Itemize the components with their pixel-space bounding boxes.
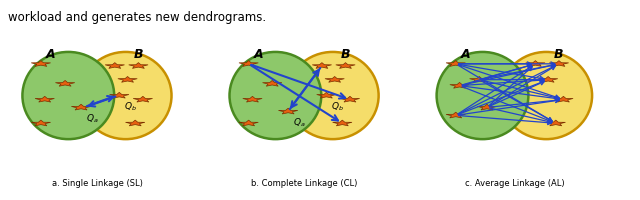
Ellipse shape: [287, 53, 379, 139]
Polygon shape: [262, 81, 282, 87]
Ellipse shape: [436, 53, 529, 139]
Ellipse shape: [22, 53, 114, 139]
Text: B: B: [340, 48, 350, 61]
Ellipse shape: [80, 53, 172, 139]
Polygon shape: [312, 63, 332, 69]
Text: B: B: [134, 48, 143, 61]
Polygon shape: [118, 77, 137, 83]
Polygon shape: [109, 93, 129, 99]
Text: $Q_a$: $Q_a$: [292, 116, 305, 128]
Text: b. Complete Linkage (CL): b. Complete Linkage (CL): [251, 178, 357, 187]
Polygon shape: [317, 93, 336, 99]
Text: workload and generates new dendrograms.: workload and generates new dendrograms.: [8, 11, 266, 24]
Polygon shape: [333, 121, 352, 126]
Text: A: A: [253, 48, 263, 61]
Polygon shape: [450, 83, 469, 89]
Polygon shape: [549, 61, 569, 67]
Text: B: B: [554, 48, 564, 61]
Polygon shape: [336, 63, 355, 69]
Polygon shape: [554, 97, 573, 103]
Ellipse shape: [230, 53, 321, 139]
Text: A: A: [460, 48, 470, 61]
Polygon shape: [278, 109, 298, 114]
Polygon shape: [133, 97, 152, 103]
Polygon shape: [446, 61, 465, 67]
Polygon shape: [525, 61, 545, 67]
Text: c. Average Linkage (AL): c. Average Linkage (AL): [465, 178, 564, 187]
Polygon shape: [470, 77, 489, 83]
Text: a. Single Linkage (SL): a. Single Linkage (SL): [52, 178, 143, 187]
Polygon shape: [340, 97, 360, 103]
Polygon shape: [239, 121, 259, 126]
Polygon shape: [129, 63, 148, 69]
Polygon shape: [477, 105, 497, 110]
Polygon shape: [56, 81, 75, 87]
Polygon shape: [35, 97, 54, 103]
Polygon shape: [31, 121, 51, 126]
Polygon shape: [125, 121, 145, 126]
Polygon shape: [446, 113, 465, 118]
Polygon shape: [325, 77, 344, 83]
Text: A: A: [46, 48, 56, 61]
Polygon shape: [243, 97, 262, 103]
Text: $Q_b$: $Q_b$: [124, 100, 137, 112]
Polygon shape: [538, 77, 558, 83]
Polygon shape: [105, 63, 125, 69]
Polygon shape: [239, 61, 259, 67]
Polygon shape: [31, 61, 51, 67]
Text: $Q_b$: $Q_b$: [332, 100, 344, 112]
Polygon shape: [546, 121, 566, 126]
Polygon shape: [71, 105, 91, 110]
Text: $Q_a$: $Q_a$: [86, 112, 98, 124]
Ellipse shape: [500, 53, 592, 139]
